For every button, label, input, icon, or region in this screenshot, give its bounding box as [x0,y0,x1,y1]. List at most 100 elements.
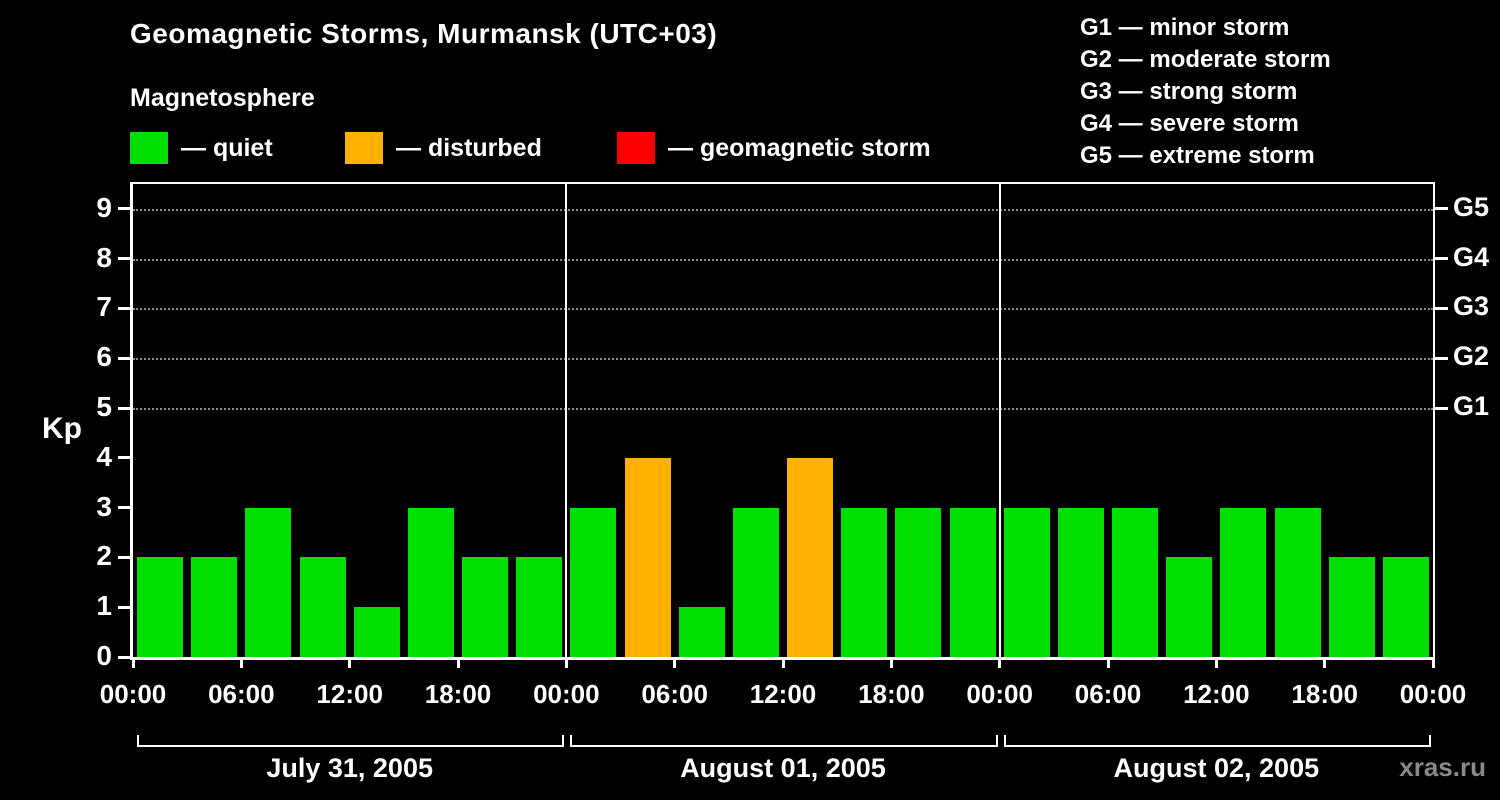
date-bracket [570,735,998,747]
kp-bar [841,507,888,657]
y-tick [118,406,131,410]
magnetosphere-label: Magnetosphere [130,84,315,112]
kp-bar [624,457,671,657]
x-tick [1106,660,1110,668]
g-tick [1435,356,1448,360]
g-axis-label-g3: G3 [1453,291,1490,322]
g-axis-label-g2: G2 [1453,341,1490,372]
y-tick [118,207,131,211]
gridline-kp9 [133,208,1433,211]
g-tick [1435,207,1448,211]
storm-color-swatch [617,132,655,164]
y-tick-label: 8 [96,241,112,273]
g-axis-label-g1: G1 [1453,391,1490,422]
kp-bar [462,557,509,657]
x-tick [131,660,135,668]
kp-bar [570,507,617,657]
kp-bar [1003,507,1050,657]
y-tick-label: 2 [96,540,112,572]
kp-bar [1382,557,1429,657]
y-tick [118,655,131,659]
x-tick-label: 00:00 [533,679,600,709]
x-tick [1214,660,1218,668]
y-tick [118,555,131,559]
kp-bar [1220,507,1267,657]
x-tick-label: 00:00 [1399,679,1467,709]
x-tick [998,660,1002,668]
storm-scale-item-g3: G3 — strong storm [1080,78,1298,105]
day-separator [565,184,568,657]
x-tick [673,660,677,668]
kp-bar [137,557,184,657]
legend-item-storm: — geomagnetic storm [617,131,931,165]
x-tick [564,660,568,668]
g-tick [1435,306,1448,310]
x-tick-label: 00:00 [99,679,167,709]
storm-scale-item-g4: G4 — severe storm [1080,110,1299,137]
watermark: xras.ru [1399,752,1486,782]
x-tick-label: 06:00 [1074,679,1142,709]
y-tick [118,306,131,310]
x-tick-label: 00:00 [966,679,1033,709]
x-tick [889,660,893,668]
y-tick-label: 7 [96,291,112,323]
y-tick [118,506,131,510]
y-tick-label: 5 [96,391,112,423]
x-tick-label: 12:00 [316,679,383,709]
y-tick-label: 0 [96,640,112,671]
storm-scale-item-g2: G2 — moderate storm [1080,46,1331,73]
g-tick [1435,257,1448,261]
quiet-color-swatch [130,132,168,164]
y-tick [118,605,131,609]
gridline-kp7 [133,308,1433,311]
day-separator [998,184,1001,657]
g-tick [1435,406,1448,410]
storm-legend-label: — geomagnetic storm [668,133,931,162]
x-tick [348,660,352,668]
y-tick [118,356,131,360]
kp-bar [1057,507,1104,657]
kp-bar [353,607,400,657]
y-tick [118,456,131,460]
g-axis-label-g4: G4 [1453,241,1490,272]
x-tick [1323,660,1327,668]
y-tick-label: 3 [96,490,112,522]
kp-bar [299,557,346,657]
x-tick-label: 06:00 [641,679,708,709]
y-tick-label: 1 [96,590,112,622]
x-tick [239,660,243,668]
legend-item-quiet: — quiet [130,131,273,165]
kp-bar [516,557,563,657]
kp-bar [1166,557,1213,657]
storm-scale-item-g1: G1 — minor storm [1080,14,1290,41]
x-tick-label: 12:00 [749,679,817,709]
gridline-kp8 [133,258,1433,261]
g-axis-label-g5: G5 [1453,191,1490,222]
date-label: August 02, 2005 [1113,753,1320,783]
x-tick [781,660,785,668]
storm-scale-item-g5: G5 — extreme storm [1080,142,1315,169]
gridline-kp6 [133,358,1433,361]
y-tick [118,257,131,261]
date-label: August 01, 2005 [680,753,886,783]
kp-bar [787,457,834,657]
quiet-legend-label: — quiet [181,133,273,162]
kp-bar [1328,557,1375,657]
chart-title: Geomagnetic Storms, Murmansk (UTC+03) [130,18,718,49]
kp-bar [191,557,238,657]
date-bracket [1003,735,1431,747]
x-tick-label: 06:00 [208,679,275,709]
x-tick-label: 18:00 [858,679,925,709]
x-tick-label: 12:00 [1183,679,1250,709]
kp-bar [678,607,725,657]
x-tick [456,660,460,668]
gridline-kp5 [133,408,1433,411]
date-bracket [137,735,565,747]
kp-bar [949,507,996,657]
disturbed-legend-label: — disturbed [396,133,542,162]
storm-scale-legend: G1 — minor storm G2 — moderate storm G3 — … [1080,12,1331,172]
x-tick-label: 18:00 [424,679,492,709]
kp-bar [732,507,779,657]
y-tick-label: 6 [96,341,112,373]
